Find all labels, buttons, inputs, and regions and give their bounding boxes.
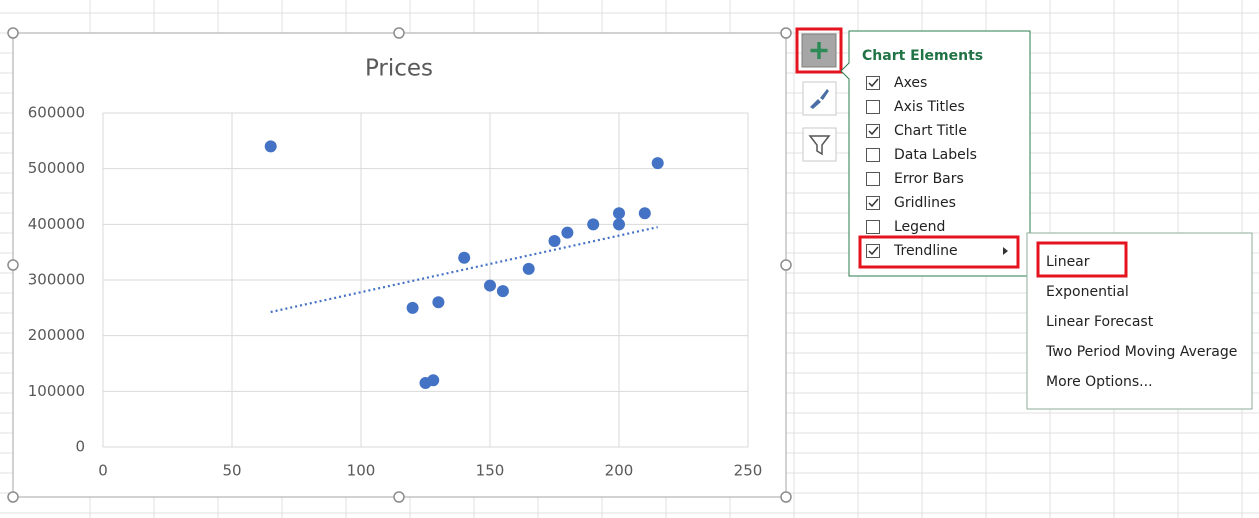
highlight-box [1036,241,1128,278]
point [587,218,600,231]
element-label[interactable]: Error Bars [894,171,964,187]
trendline [270,226,658,314]
point [264,140,277,153]
x-tick-label: 250 [734,462,763,480]
x-tick-label: 50 [222,462,241,480]
handle[interactable] [780,259,792,271]
highlight-box [795,27,843,74]
x-tick-label: 0 [98,462,108,480]
chart-title: Prices [365,56,433,82]
checkbox[interactable] [866,148,880,162]
checkmark [868,78,879,88]
menu-item[interactable]: Linear [1046,254,1090,270]
highlight-box [858,235,1020,269]
y-tick-label: 500000 [28,159,85,177]
handle[interactable] [7,491,19,503]
checkbox[interactable] [866,172,880,186]
handle[interactable] [780,491,792,503]
checkbox[interactable] [866,220,880,234]
handle[interactable] [393,27,405,39]
chart-elements-button[interactable] [801,33,837,68]
checkbox[interactable] [866,100,880,114]
chart-frame[interactable] [12,32,787,498]
menu-item[interactable]: Linear Forecast [1046,314,1154,330]
element-label[interactable]: Gridlines [894,195,956,211]
point [651,157,664,170]
y-tick-label: 100000 [28,382,85,400]
y-tick-label: 200000 [28,326,85,344]
handle[interactable] [780,27,792,39]
brush-icon [810,89,829,109]
checkmark [868,198,879,208]
point [613,218,625,231]
trendline-submenu [1026,232,1253,410]
menu-item[interactable]: Two Period Moving Average [1045,344,1237,360]
point [458,251,471,264]
element-list: Axes Axis Titles Chart Title Data Labels Err… [866,75,977,259]
element-label[interactable]: Chart Title [894,123,967,139]
element-label[interactable]: Data Labels [894,147,977,163]
element-label[interactable]: Legend [894,219,945,235]
element-label[interactable]: Axis Titles [894,99,965,115]
checkmark [868,246,879,256]
panel-title: Chart Elements [862,48,983,64]
chart-styles-button[interactable] [802,81,837,116]
point [548,235,561,248]
checkbox[interactable] [866,76,880,90]
checkbox[interactable] [866,244,880,258]
chart-elements-panel [840,30,1031,277]
x-tick-label: 150 [476,462,505,480]
point [613,207,625,220]
submenu-arrow [1003,247,1008,255]
element-label[interactable]: Axes [894,75,927,91]
y-tick-label: 400000 [28,215,85,233]
element-label[interactable]: Trendline [893,243,958,259]
checkmark [868,126,879,136]
submenu-list: Linear Exponential Linear Forecast Two Peri… [1045,254,1237,390]
chart-filters-button[interactable] [802,127,837,162]
plot-area: 0 100000 200000 300000 400000 500000 600000 0 50… [28,104,763,480]
checkbox[interactable] [866,196,880,210]
checkbox[interactable] [866,124,880,138]
point [638,207,651,220]
plus-icon [810,42,828,59]
y-tick-label: 0 [75,438,85,456]
point [484,279,496,292]
y-tick-label: 600000 [28,104,85,122]
point [406,301,419,314]
point [496,285,509,298]
x-tick-label: 200 [605,462,634,480]
point [432,296,445,309]
menu-item[interactable]: More Options... [1046,374,1153,390]
point [561,226,574,239]
handle[interactable] [7,259,19,271]
filter-icon [808,135,831,156]
menu-item[interactable]: Exponential [1046,284,1129,300]
handle[interactable] [393,491,405,503]
handle[interactable] [7,27,19,39]
point [427,374,440,387]
handles [7,27,792,503]
x-tick-label: 100 [347,462,376,480]
point [522,262,535,275]
y-tick-label: 300000 [28,271,85,289]
